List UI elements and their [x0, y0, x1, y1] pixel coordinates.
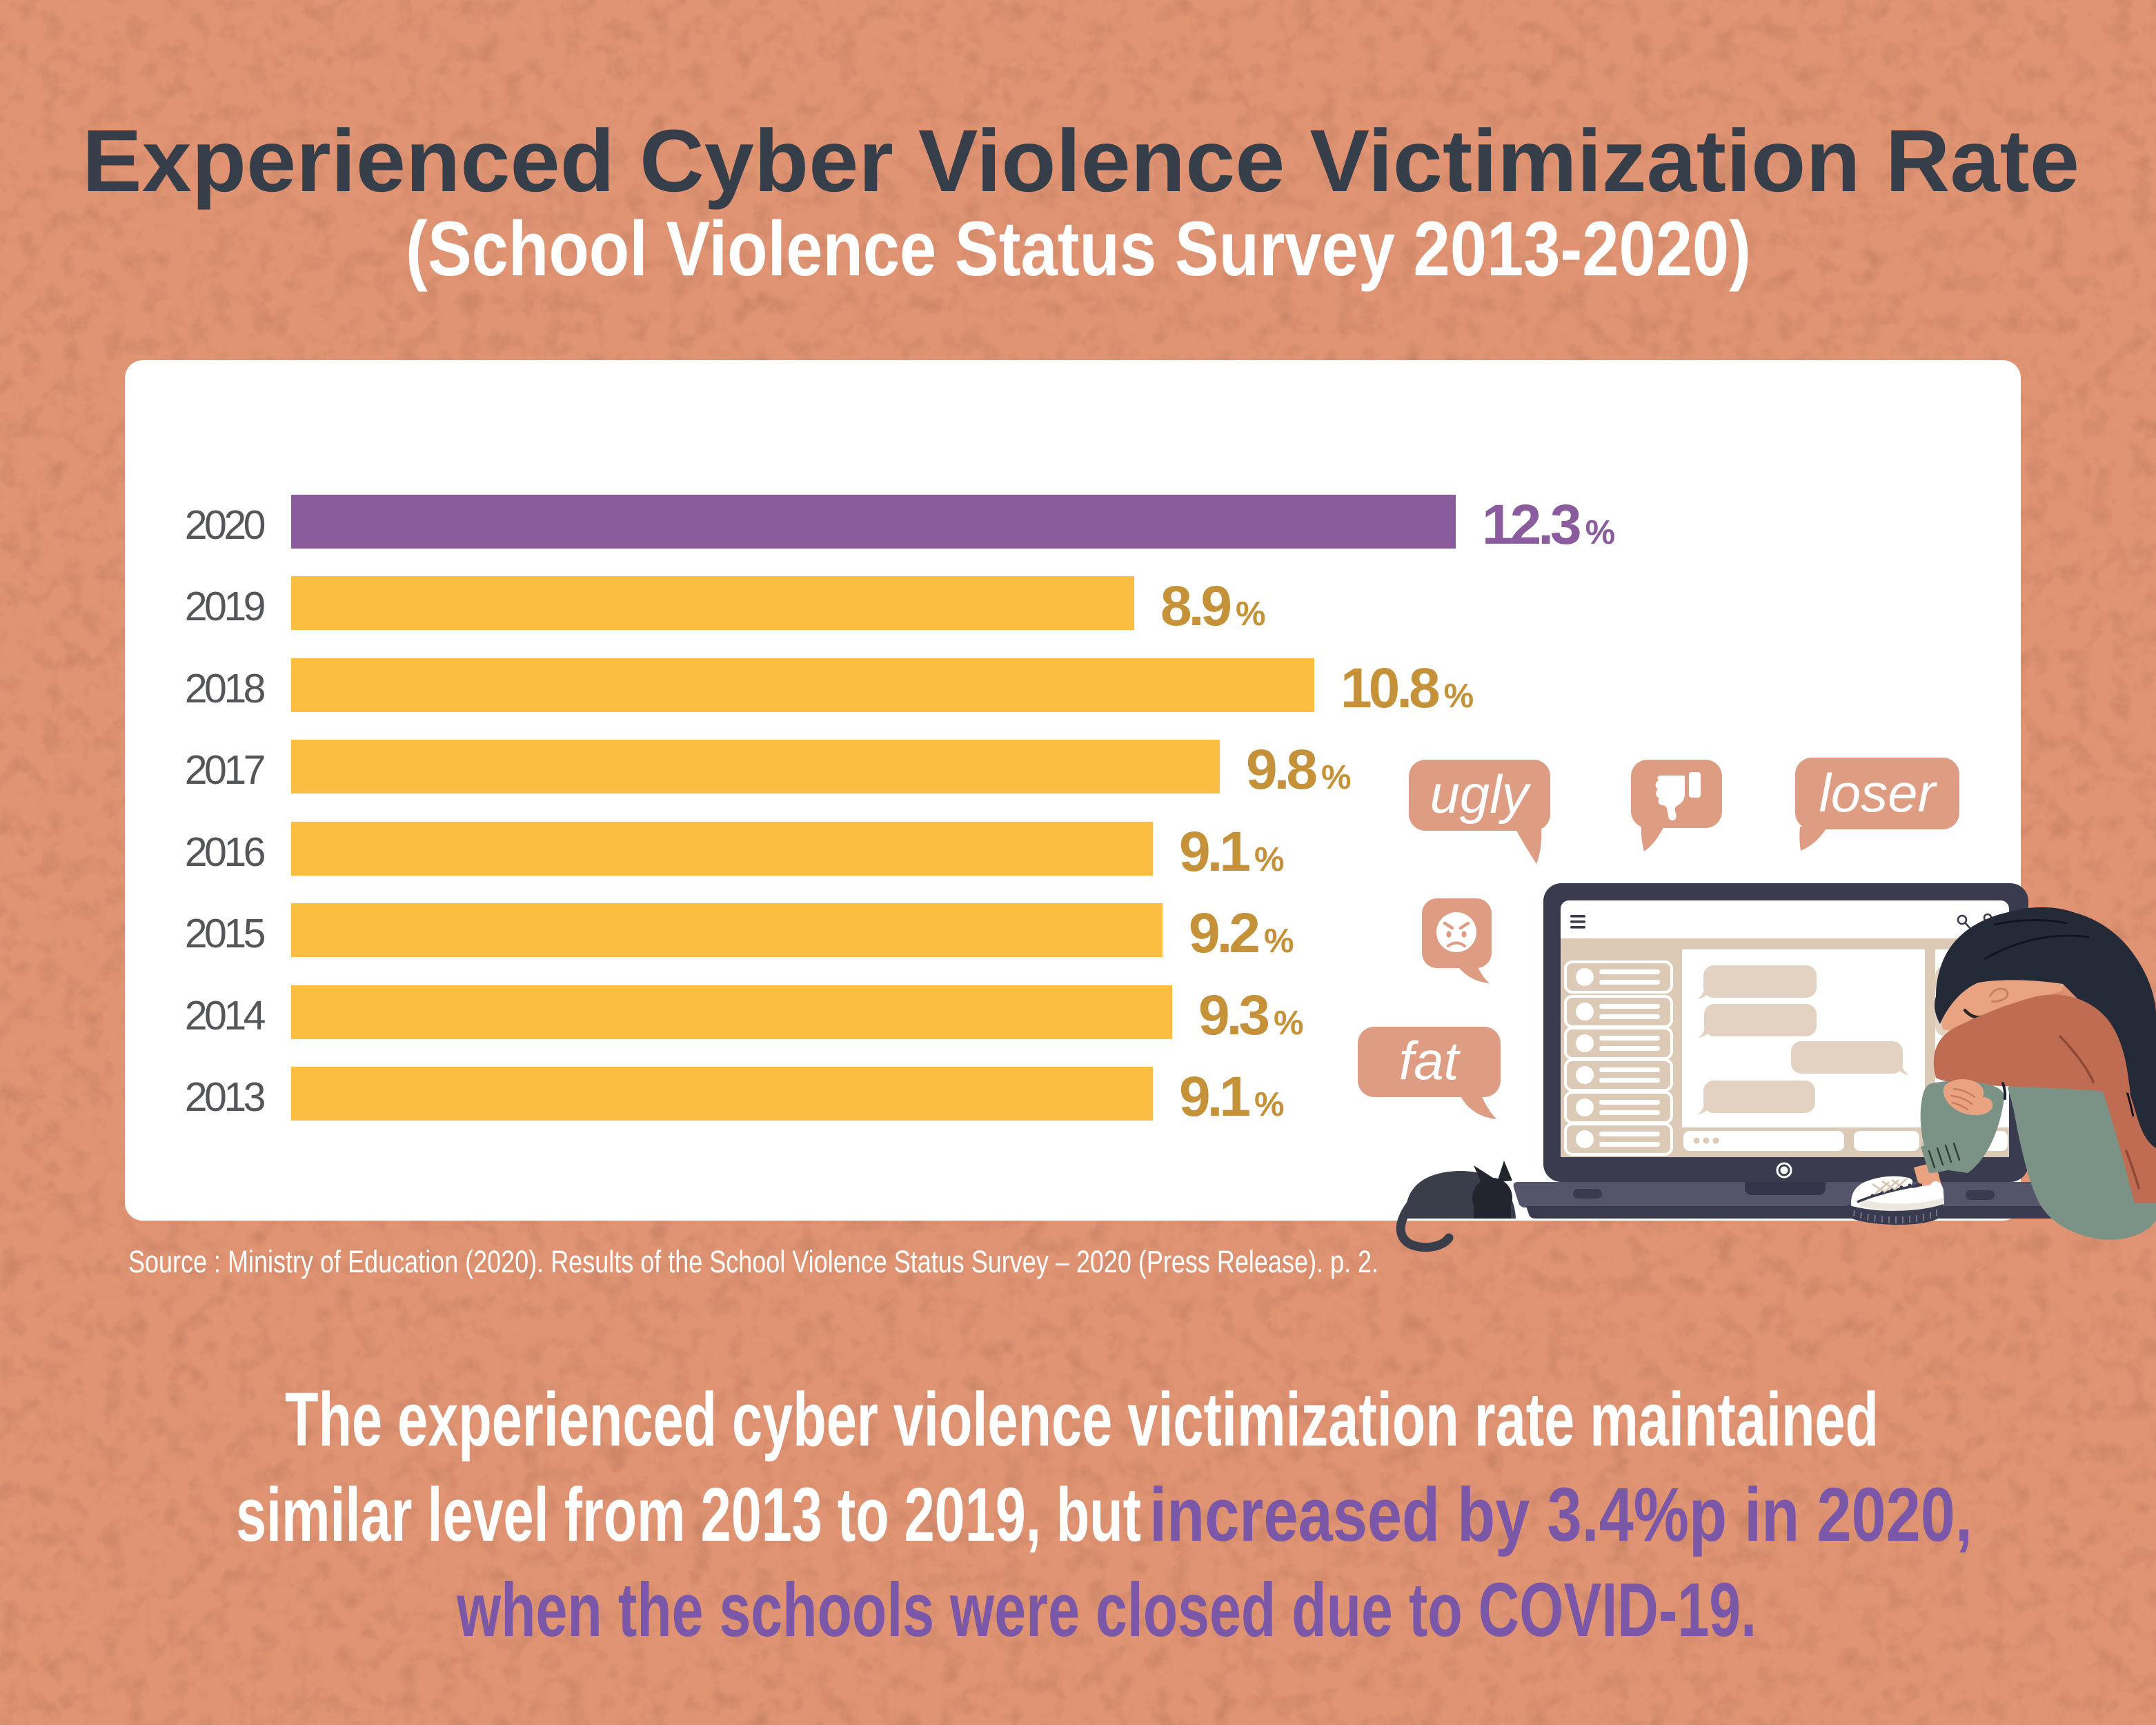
svg-text:similar level from 2013 to 201: similar level from 2013 to 2019, but [236, 1472, 1141, 1557]
svg-text:ugly: ugly [1430, 764, 1531, 825]
svg-text:increased by 3.4%p in 2020,: increased by 3.4%p in 2020, [1149, 1472, 1972, 1557]
svg-text:fat: fat [1399, 1030, 1461, 1091]
svg-text:The experienced cyber violence: The experienced cyber violence victimiza… [285, 1377, 1879, 1462]
svg-text:(School Violence Status Survey: (School Violence Status Survey 2013-2020… [406, 206, 1751, 292]
svg-text:Source : Ministry of Education: Source : Ministry of Education (2020). R… [128, 1244, 1378, 1279]
svg-text:when the schools were closed d: when the schools were closed due to COVI… [456, 1568, 1757, 1653]
svg-text:Experienced Cyber Violence Vic: Experienced Cyber Violence Victimization… [82, 112, 2079, 210]
svg-text:loser: loser [1819, 762, 1937, 823]
